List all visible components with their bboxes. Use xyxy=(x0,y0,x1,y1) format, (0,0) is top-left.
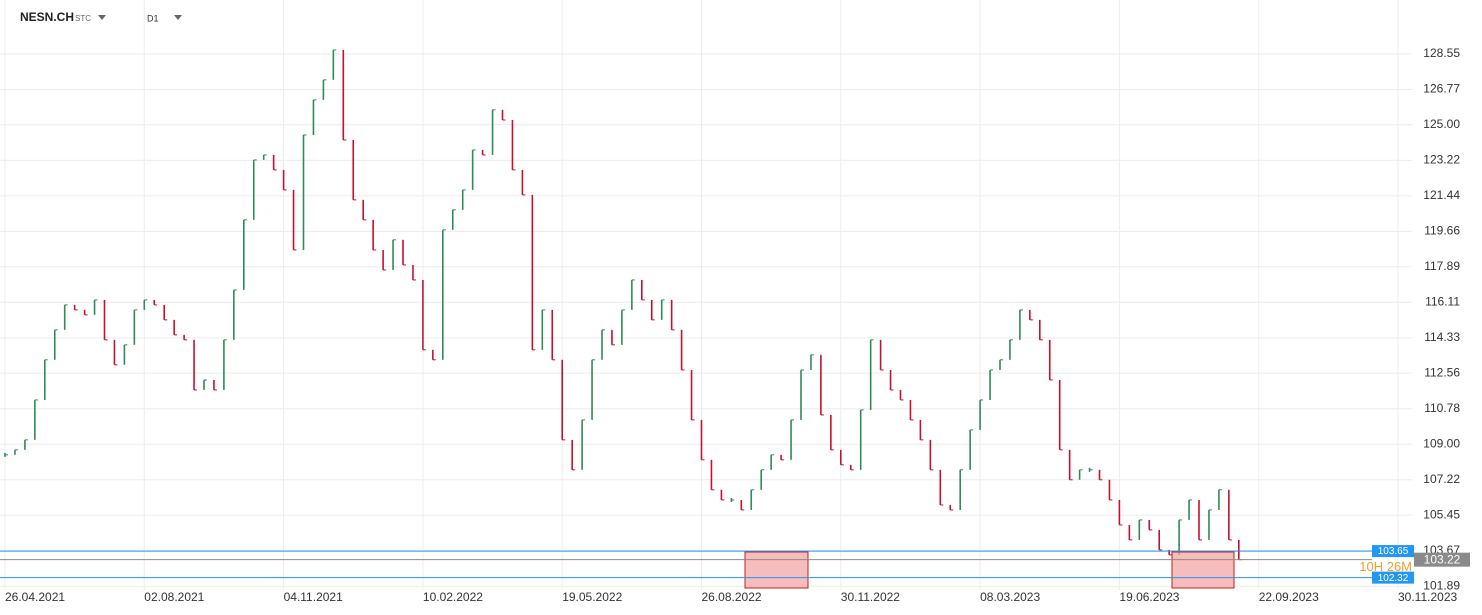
x-tick-label: 19.06.2023 xyxy=(1119,590,1179,604)
price-label: 103.22 xyxy=(1424,552,1461,566)
x-tick-label: 10.02.2022 xyxy=(423,590,483,604)
x-tick-label: 02.08.2021 xyxy=(144,590,204,604)
y-tick-label: 107.22 xyxy=(1423,472,1460,486)
x-tick-label: 19.05.2022 xyxy=(562,590,622,604)
price-label: 103.65 xyxy=(1378,546,1409,557)
y-tick-label: 125.00 xyxy=(1423,117,1460,131)
y-tick-label: 117.89 xyxy=(1424,259,1460,273)
symbol-type: STC xyxy=(75,14,91,23)
symbol-dropdown[interactable] xyxy=(98,15,106,20)
grid: 128.55 126.77 125.00 123.22 121.44 119.66 117.… xyxy=(0,0,1460,604)
y-tick-label: 105.45 xyxy=(1423,507,1460,521)
y-tick-label: 121.44 xyxy=(1423,188,1460,202)
x-tick-label: 26.08.2022 xyxy=(702,590,762,604)
y-tick-label: 112.56 xyxy=(1424,365,1460,379)
zone[interactable] xyxy=(1171,551,1235,589)
timeframe-dropdown[interactable] xyxy=(174,15,182,20)
y-tick-label: 110.78 xyxy=(1424,401,1460,415)
x-tick-label: 08.03.2023 xyxy=(980,590,1040,604)
bars xyxy=(4,49,1242,561)
y-tick-label: 116.11 xyxy=(1425,294,1460,308)
timeframe[interactable]: D1 xyxy=(147,13,159,23)
x-tick-label: 30.11.2023 xyxy=(1398,590,1457,604)
x-tick-label: 26.04.2021 xyxy=(5,590,65,604)
y-tick-label: 101.89 xyxy=(1423,578,1460,592)
x-tick-label: 30.11.2022 xyxy=(841,590,900,604)
y-tick-label: 109.00 xyxy=(1423,436,1460,450)
x-tick-label: 22.09.2023 xyxy=(1259,590,1319,604)
y-tick-label: 123.22 xyxy=(1423,153,1460,167)
symbol[interactable]: NESN.CH xyxy=(20,10,74,24)
y-tick-label: 114.33 xyxy=(1424,330,1460,344)
price-label-box xyxy=(1372,571,1414,584)
price-label-box xyxy=(1372,545,1414,558)
y-tick-label: 119.66 xyxy=(1424,224,1460,238)
x-tick-label: 04.11.2021 xyxy=(284,590,343,604)
price-label-box xyxy=(1414,552,1470,567)
countdown: 10H 26M xyxy=(1359,559,1412,574)
price-label: 102.32 xyxy=(1378,573,1409,584)
y-tick-label: 128.55 xyxy=(1423,46,1460,60)
zone[interactable] xyxy=(744,551,809,589)
y-tick-label: 126.77 xyxy=(1423,82,1460,96)
